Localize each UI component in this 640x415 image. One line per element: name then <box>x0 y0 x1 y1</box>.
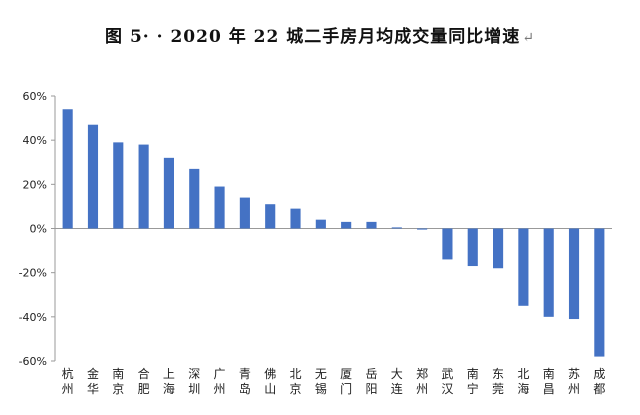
category-label: 岳 <box>365 367 377 381</box>
category-label: 门 <box>340 381 352 396</box>
category-label: 成 <box>593 367 605 381</box>
category-label: 阳 <box>365 382 377 396</box>
category-label: 京 <box>112 382 124 396</box>
bar-14 <box>417 228 428 230</box>
category-label: 深 <box>188 367 200 381</box>
category-label: 北 <box>290 367 302 381</box>
category-label: 厦 <box>340 367 352 381</box>
category-label: 佛 <box>264 367 276 381</box>
category-label: 南 <box>112 366 124 381</box>
category-label: 州 <box>416 382 428 396</box>
chart-title-text: 图 5· · 2020 年 22 城二手房月均成交量同比增速 <box>105 27 521 47</box>
category-label: 上 <box>163 367 175 381</box>
category-label: 山 <box>264 382 276 396</box>
bar-6 <box>214 186 225 229</box>
bar-0 <box>62 109 73 229</box>
category-label: 岛 <box>239 381 251 396</box>
bar-3 <box>138 144 149 229</box>
category-label: 大 <box>391 367 403 381</box>
category-label: 东 <box>492 367 504 381</box>
category-label: 汉 <box>441 382 453 396</box>
y-tick-label: 40% <box>23 134 47 147</box>
category-label: 州 <box>62 382 74 396</box>
bar-20 <box>568 228 580 320</box>
bar-2 <box>113 142 124 229</box>
category-label: 莞 <box>492 382 504 396</box>
category-label: 无 <box>315 367 327 381</box>
y-tick-label: -20% <box>19 267 47 280</box>
category-label: 肥 <box>138 382 150 396</box>
y-tick-label: 0% <box>30 223 47 236</box>
category-label: 宁 <box>467 381 479 396</box>
category-label: 锡 <box>315 381 327 396</box>
category-label: 海 <box>163 381 175 396</box>
bar-17 <box>493 228 504 269</box>
category-label: 州 <box>568 382 580 396</box>
category-label: 金 <box>87 366 99 381</box>
y-tick-label: -40% <box>19 311 47 324</box>
category-label: 南 <box>467 366 479 381</box>
bar-10 <box>315 219 326 229</box>
bar-4 <box>163 157 174 229</box>
category-label: 广 <box>214 367 226 381</box>
category-label: 合 <box>138 366 150 381</box>
category-label: 州 <box>214 382 226 396</box>
category-label: 海 <box>517 381 529 396</box>
bar-5 <box>189 168 200 229</box>
category-label: 南 <box>543 366 555 381</box>
bar-9 <box>290 208 301 229</box>
y-tick-label: -60% <box>19 355 47 368</box>
category-label: 连 <box>391 381 403 396</box>
bar-8 <box>265 204 276 229</box>
bar-11 <box>341 221 352 229</box>
bar-19 <box>543 228 554 317</box>
category-label: 杭 <box>62 366 74 381</box>
bar-16 <box>467 228 478 267</box>
category-label: 圳 <box>188 382 200 396</box>
category-label: 北 <box>517 367 529 381</box>
bar-13 <box>391 227 402 229</box>
category-label: 青 <box>239 367 251 381</box>
category-label: 都 <box>593 382 605 396</box>
return-mark-icon: ↵ <box>522 30 535 46</box>
category-label: 武 <box>441 367 453 381</box>
chart-title: 图 5· · 2020 年 22 城二手房月均成交量同比增速 ↵ <box>0 22 640 47</box>
bar-12 <box>366 221 377 229</box>
y-tick-label: 20% <box>23 178 47 191</box>
bar-18 <box>518 228 529 306</box>
bar-1 <box>87 124 99 229</box>
bar-21 <box>594 228 605 357</box>
category-label: 苏 <box>568 367 580 381</box>
category-label: 昌 <box>543 382 555 396</box>
bar-7 <box>239 197 250 229</box>
category-label: 华 <box>87 382 99 396</box>
category-label: 郑 <box>416 366 428 381</box>
category-label: 京 <box>290 382 302 396</box>
y-tick-label: 60% <box>23 90 47 103</box>
bar-15 <box>442 228 453 260</box>
